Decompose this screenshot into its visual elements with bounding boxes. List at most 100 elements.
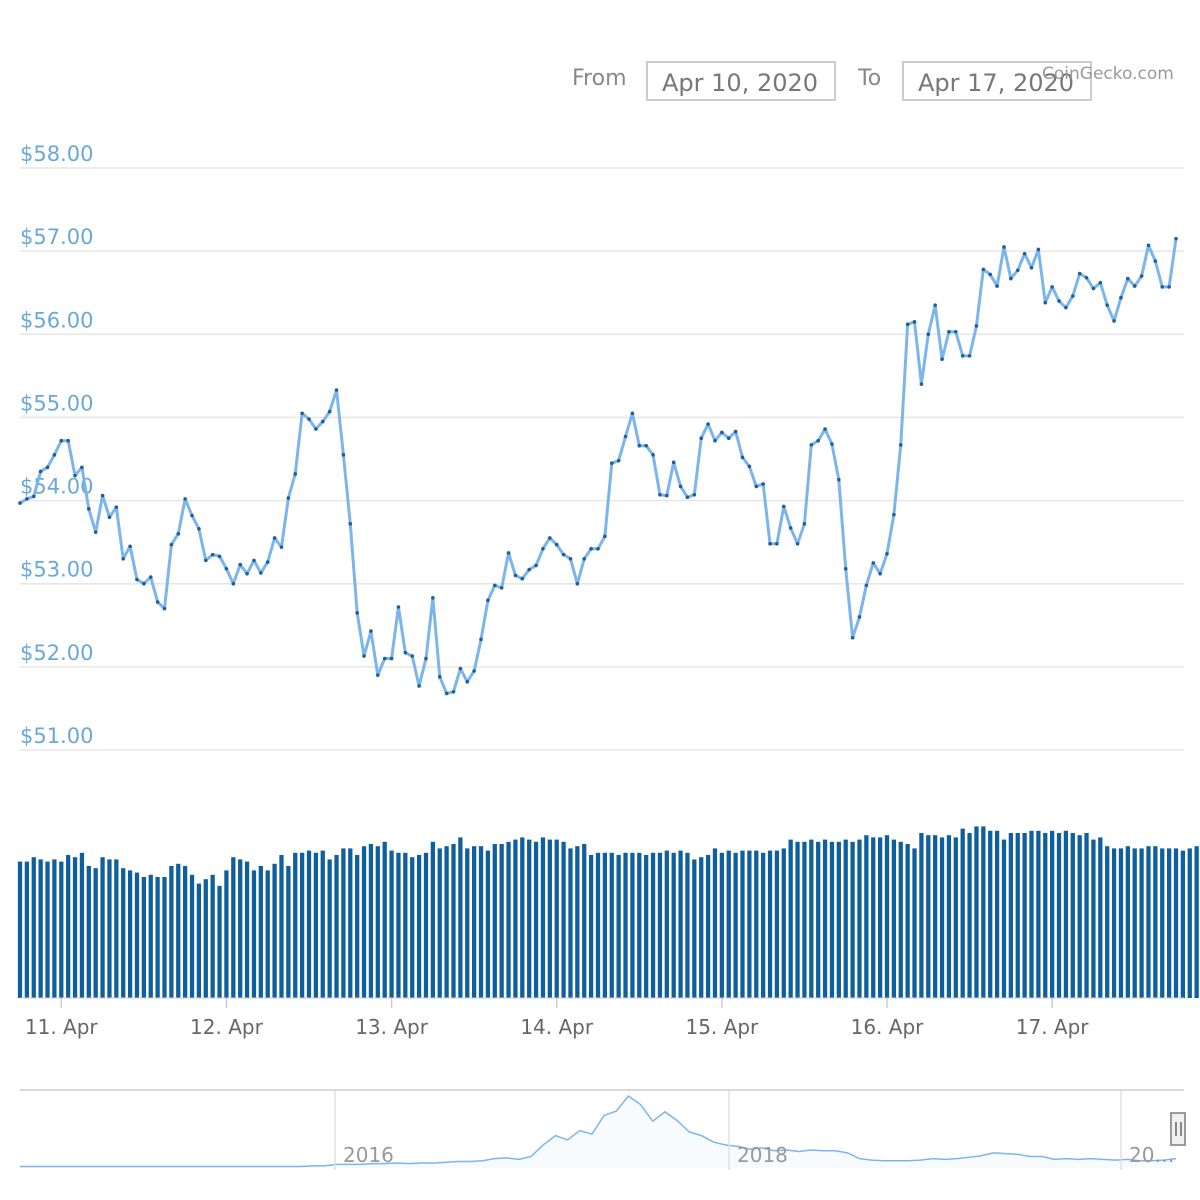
price-point xyxy=(561,552,566,557)
price-point xyxy=(231,581,236,586)
price-point xyxy=(830,442,834,446)
price-point xyxy=(892,512,896,517)
volume-bar xyxy=(671,852,676,998)
price-point xyxy=(1064,305,1068,310)
price-point xyxy=(878,571,882,576)
navigator-handle-right[interactable] xyxy=(1170,1112,1186,1146)
volume-bar xyxy=(988,830,993,998)
volume-bar xyxy=(623,852,628,998)
volume-bar xyxy=(554,839,559,998)
volume-bar xyxy=(231,857,236,998)
volume-bar xyxy=(836,841,841,998)
price-point xyxy=(327,409,332,414)
volume-bar xyxy=(45,861,50,998)
volume-bar xyxy=(423,852,429,998)
navigator-tick-label: 20… xyxy=(1129,1143,1174,1167)
price-point xyxy=(424,656,428,661)
volume-bar xyxy=(781,848,786,998)
price-point xyxy=(479,637,483,642)
price-point xyxy=(609,461,614,465)
price-point xyxy=(162,606,167,611)
price-point xyxy=(740,455,745,460)
volume-bar xyxy=(857,839,862,998)
price-point xyxy=(871,561,876,565)
navigator-line xyxy=(20,1094,1177,1168)
price-point xyxy=(1126,276,1130,281)
volume-bar xyxy=(244,861,250,998)
price-point xyxy=(933,303,937,307)
price-series-line xyxy=(19,238,1178,695)
volume-bar xyxy=(327,859,332,998)
volume-bar xyxy=(1015,833,1020,998)
price-point xyxy=(320,419,325,424)
volume-bar xyxy=(1043,833,1048,998)
volume-bar xyxy=(162,877,167,998)
volume-bar xyxy=(733,852,738,998)
volume-bar xyxy=(38,859,43,998)
price-point xyxy=(66,438,70,443)
volume-bar xyxy=(637,852,642,998)
price-point xyxy=(520,576,525,581)
price-point xyxy=(857,615,862,619)
from-date-input[interactable]: Apr 10, 2020 xyxy=(646,61,836,101)
volume-bar xyxy=(458,837,463,998)
volume-bar xyxy=(664,850,669,998)
price-point xyxy=(1119,295,1123,300)
volume-bar xyxy=(320,850,325,998)
price-point xyxy=(272,536,277,540)
volume-bar xyxy=(582,844,587,998)
volume-bar xyxy=(52,859,57,998)
handle-grip-icon xyxy=(1180,1122,1182,1136)
volume-bar xyxy=(100,857,105,998)
volume-bar xyxy=(712,848,718,998)
volume-bar xyxy=(127,870,133,998)
price-point xyxy=(775,542,779,546)
volume-bar xyxy=(933,835,938,998)
y-tick-label: $53.00 xyxy=(20,558,93,582)
price-point xyxy=(974,324,979,328)
to-date-input[interactable]: Apr 17, 2020 xyxy=(902,61,1092,101)
price-point xyxy=(293,472,298,476)
volume-bar xyxy=(685,852,690,998)
volume-bar xyxy=(79,852,85,998)
volume-bar xyxy=(1036,830,1041,998)
volume-bar xyxy=(176,863,181,998)
volume-bar xyxy=(761,852,766,998)
price-point xyxy=(155,600,160,604)
price-point xyxy=(265,560,270,564)
price-point xyxy=(403,650,408,655)
y-tick-label: $54.00 xyxy=(20,475,93,499)
volume-bar xyxy=(148,874,153,998)
y-tick-label: $52.00 xyxy=(20,641,93,665)
price-point xyxy=(527,567,531,572)
price-point xyxy=(1167,285,1171,289)
volume-bar xyxy=(93,868,98,998)
volume-bar xyxy=(430,841,435,998)
volume-bar xyxy=(705,855,711,998)
volume-bar xyxy=(217,885,222,998)
volume-bar xyxy=(382,841,387,998)
price-point xyxy=(369,629,373,633)
price-point xyxy=(1036,247,1041,252)
price-point xyxy=(128,544,132,549)
price-point xyxy=(554,542,559,547)
price-point xyxy=(286,496,291,500)
y-tick-label: $51.00 xyxy=(20,724,93,748)
price-point xyxy=(630,411,635,416)
price-point xyxy=(396,605,401,609)
volume-bar xyxy=(1160,848,1165,998)
volume-bar xyxy=(403,852,408,998)
from-label: From xyxy=(572,66,627,91)
price-point xyxy=(314,427,318,431)
price-point xyxy=(1015,268,1020,273)
volume-bar xyxy=(953,837,958,998)
volume-bar xyxy=(24,861,30,998)
price-point xyxy=(259,571,263,575)
volume-bar xyxy=(547,839,552,998)
volume-bar xyxy=(588,855,594,998)
price-point xyxy=(981,267,986,272)
price-point xyxy=(217,554,222,559)
price-point xyxy=(1009,276,1013,281)
volume-bar xyxy=(568,848,573,998)
